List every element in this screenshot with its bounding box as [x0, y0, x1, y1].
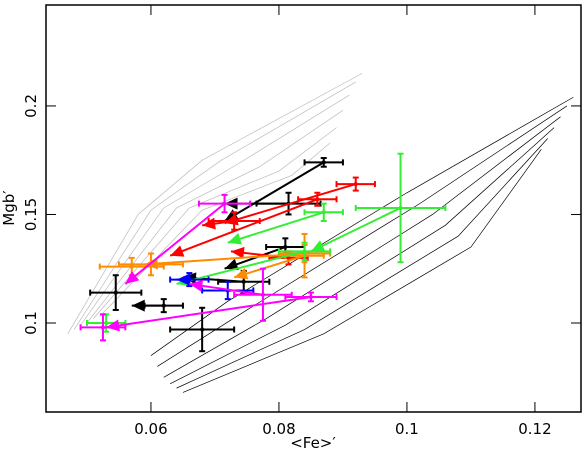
plot-frame — [45, 4, 582, 413]
arrow-line — [224, 161, 325, 222]
arrow-head — [234, 267, 249, 280]
arrow-line — [124, 202, 226, 285]
data-point — [222, 201, 227, 206]
data-point — [286, 255, 291, 260]
arrow-head — [224, 258, 239, 271]
y-axis-label: Mgb′ — [0, 190, 18, 226]
arrow-line — [144, 252, 305, 266]
arrow-line — [310, 207, 401, 253]
model-line — [182, 149, 542, 393]
arrow-line — [169, 198, 318, 257]
arrow-line — [224, 183, 357, 225]
arrow-head — [230, 246, 245, 259]
x-tick-label: 0.12 — [518, 420, 551, 438]
data-point — [129, 264, 134, 269]
arrow-head — [131, 299, 145, 312]
arrow-head — [227, 233, 242, 245]
data-point — [283, 245, 288, 250]
arrow-head — [189, 279, 204, 292]
x-tick-label: 0.08 — [262, 420, 295, 438]
model-line — [67, 73, 363, 335]
y-tick-label: 0.2 — [22, 94, 40, 118]
data-point — [398, 205, 403, 210]
data-point — [113, 290, 118, 295]
model-line — [163, 116, 561, 378]
data-point — [321, 210, 326, 215]
model-line — [176, 138, 548, 389]
arrow-line — [106, 295, 312, 329]
data-point — [302, 249, 307, 254]
arrow-line — [176, 250, 305, 285]
arrow-line — [227, 211, 325, 244]
data-point — [161, 303, 166, 308]
x-tick-label: 0.06 — [134, 420, 167, 438]
data-point — [100, 325, 105, 330]
x-axis-label: <Fe>′ — [290, 434, 336, 452]
data-point — [308, 294, 313, 299]
data-point — [104, 321, 109, 326]
arrow-head — [170, 245, 185, 257]
data-point — [315, 197, 320, 202]
data-point — [260, 292, 265, 297]
x-tick-label: 0.1 — [395, 420, 419, 438]
y-tick-label: 0.1 — [22, 311, 40, 335]
data-point — [353, 182, 358, 187]
data-point — [187, 277, 192, 282]
arrow-head — [106, 319, 120, 332]
model-line — [93, 127, 337, 319]
data-point — [241, 279, 246, 284]
model-line — [73, 81, 356, 330]
data-point — [232, 218, 237, 223]
data-point — [200, 327, 205, 332]
y-tick-label: 0.15 — [22, 198, 40, 231]
arrow-head — [310, 240, 326, 252]
data-point — [321, 160, 326, 165]
model-line — [169, 127, 555, 385]
arrow-head — [125, 271, 140, 284]
